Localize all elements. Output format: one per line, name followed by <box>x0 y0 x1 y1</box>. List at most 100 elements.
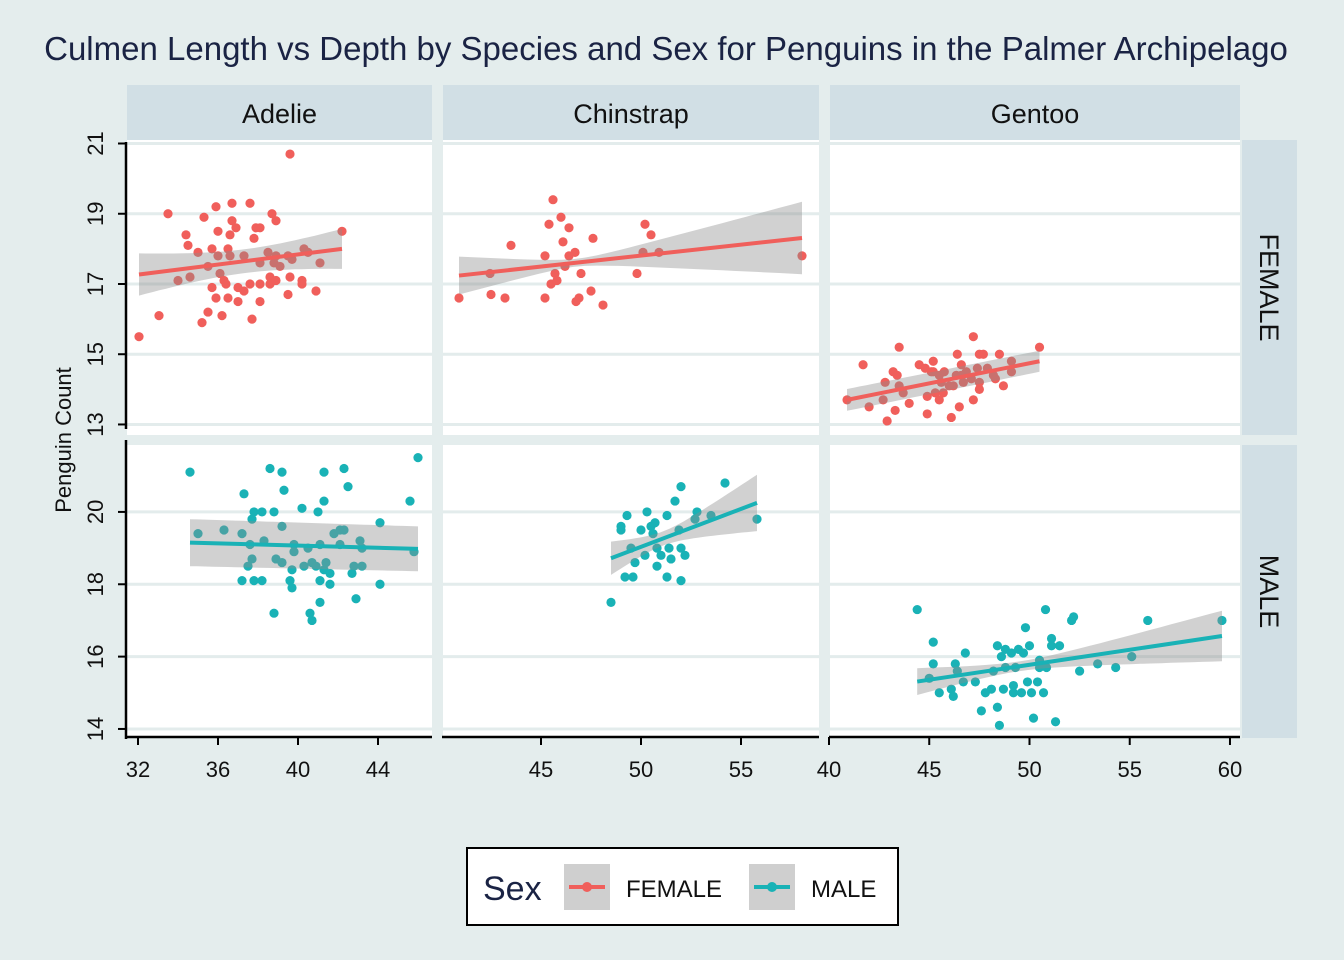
regression-line <box>138 246 343 277</box>
regression-line <box>610 501 758 561</box>
data-point <box>956 360 966 370</box>
data-point <box>1054 641 1065 651</box>
data-point <box>968 332 978 342</box>
data-point <box>990 374 1001 384</box>
data-point <box>225 230 235 240</box>
data-point <box>219 525 229 535</box>
strip-label: Adelie <box>242 99 317 129</box>
data-point <box>636 525 646 535</box>
data-point <box>666 554 676 564</box>
legend-item-female[interactable]: FEMALE <box>564 864 722 910</box>
data-point <box>958 377 968 387</box>
strip-adelie <box>127 85 432 140</box>
data-point <box>1038 688 1049 698</box>
data-point <box>690 514 700 524</box>
data-point <box>307 615 317 626</box>
data-point <box>664 543 674 553</box>
data-point <box>1041 662 1052 673</box>
y-tick-label: 20 <box>83 500 108 524</box>
strip-male <box>1242 445 1297 738</box>
data-point <box>203 307 213 317</box>
chart-title: Culmen Length vs Depth by Species and Se… <box>44 30 1288 67</box>
data-point <box>163 209 173 219</box>
panel-chinstrap-female <box>443 140 819 435</box>
strip-label: Chinstrap <box>573 99 689 129</box>
data-point <box>586 286 596 296</box>
data-point <box>970 677 980 687</box>
data-point <box>221 279 231 289</box>
data-point <box>752 514 762 524</box>
data-point <box>315 597 325 607</box>
data-point <box>454 293 464 303</box>
data-point <box>181 230 191 240</box>
data-point <box>351 594 361 604</box>
data-point <box>277 521 287 531</box>
data-point <box>1020 623 1031 633</box>
x-tick-label: 36 <box>206 757 230 782</box>
data-point <box>277 467 287 477</box>
y-tick-label: 14 <box>83 717 108 741</box>
data-point <box>550 268 560 279</box>
data-point <box>992 641 1003 651</box>
data-point <box>243 561 253 571</box>
strip-label: Gentoo <box>991 99 1080 129</box>
data-point <box>245 279 255 289</box>
data-point <box>319 467 329 477</box>
x-tick-label: 60 <box>1218 757 1242 782</box>
data-point <box>904 398 914 408</box>
data-point <box>548 195 558 205</box>
data-point <box>642 507 652 517</box>
panel-background <box>443 140 819 435</box>
data-point <box>978 349 988 359</box>
data-point <box>337 226 347 236</box>
data-point <box>564 223 574 233</box>
regression-line <box>189 540 419 551</box>
data-point <box>1075 666 1085 676</box>
confidence-band <box>611 474 757 575</box>
strip-label: FEMALE <box>1254 233 1284 341</box>
data-point <box>289 547 299 557</box>
legend-item-male[interactable]: MALE <box>749 864 876 910</box>
data-point <box>486 289 496 300</box>
data-point <box>1068 612 1079 622</box>
data-point <box>676 576 686 586</box>
data-point <box>285 272 295 282</box>
panel-gentoo-male <box>830 445 1240 738</box>
data-point <box>692 507 702 517</box>
data-point <box>1040 604 1051 615</box>
data-point <box>670 496 680 506</box>
data-point <box>680 550 690 560</box>
data-point <box>249 507 259 517</box>
data-point <box>319 496 329 506</box>
data-point <box>974 384 984 394</box>
data-point <box>1093 659 1103 669</box>
data-point <box>405 496 415 506</box>
data-point <box>652 543 662 553</box>
data-point <box>676 543 686 553</box>
data-point <box>1111 662 1121 673</box>
data-point <box>227 216 237 226</box>
data-point <box>247 554 257 564</box>
data-point <box>233 296 243 307</box>
x-tick-label: 45 <box>529 757 553 782</box>
data-point <box>343 481 353 492</box>
data-point <box>920 363 930 373</box>
data-point <box>249 233 259 243</box>
data-point <box>285 149 295 159</box>
data-point <box>239 286 249 296</box>
panel-background <box>127 445 432 738</box>
data-point <box>878 395 888 405</box>
data-point <box>299 561 309 571</box>
data-point <box>650 518 660 528</box>
data-point <box>211 293 221 303</box>
legend: Sex FEMALE MALE <box>466 847 899 926</box>
data-point <box>1024 641 1035 651</box>
data-point <box>1016 688 1027 698</box>
data-point <box>928 637 938 647</box>
data-point <box>1143 615 1153 626</box>
data-point <box>944 381 954 391</box>
data-point <box>616 525 626 535</box>
legend-label-male: MALE <box>811 876 876 903</box>
data-point <box>207 282 217 293</box>
data-point <box>598 300 608 310</box>
